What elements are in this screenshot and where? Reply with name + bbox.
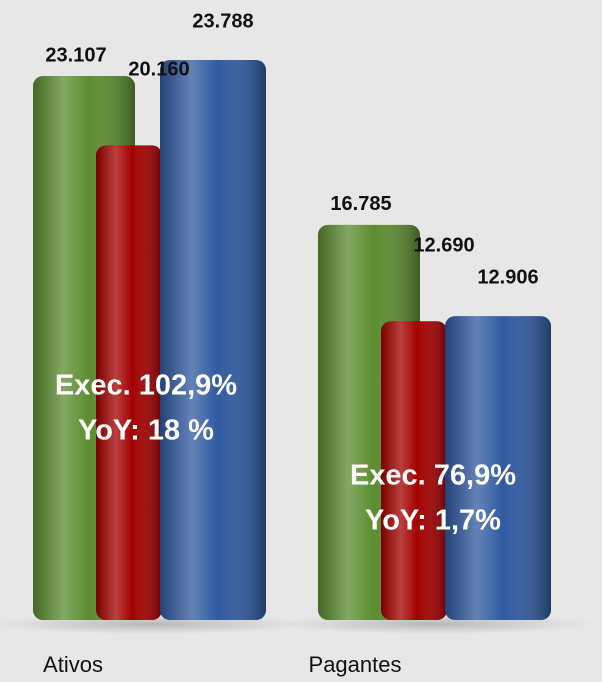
- annotation: YoY: 18 %: [78, 415, 214, 447]
- x-tick-label: Ativos: [43, 652, 103, 677]
- bar-shine: [96, 145, 162, 620]
- value-label: 23.107: [45, 44, 106, 66]
- annotation: Exec. 102,9%: [55, 370, 237, 402]
- value-label: 12.690: [413, 235, 474, 257]
- value-label: 20.160: [128, 59, 189, 81]
- bar-shine: [381, 321, 447, 620]
- value-label: 12.906: [477, 266, 538, 288]
- annotation: Exec. 76,9%: [350, 460, 516, 492]
- x-tick-label: Pagantes: [309, 652, 402, 677]
- bar-shine: [160, 60, 266, 620]
- value-label: 16.785: [330, 193, 391, 215]
- value-label: 23.788: [192, 10, 253, 32]
- annotation: YoY: 1,7%: [365, 505, 501, 537]
- bar-shine: [445, 316, 551, 620]
